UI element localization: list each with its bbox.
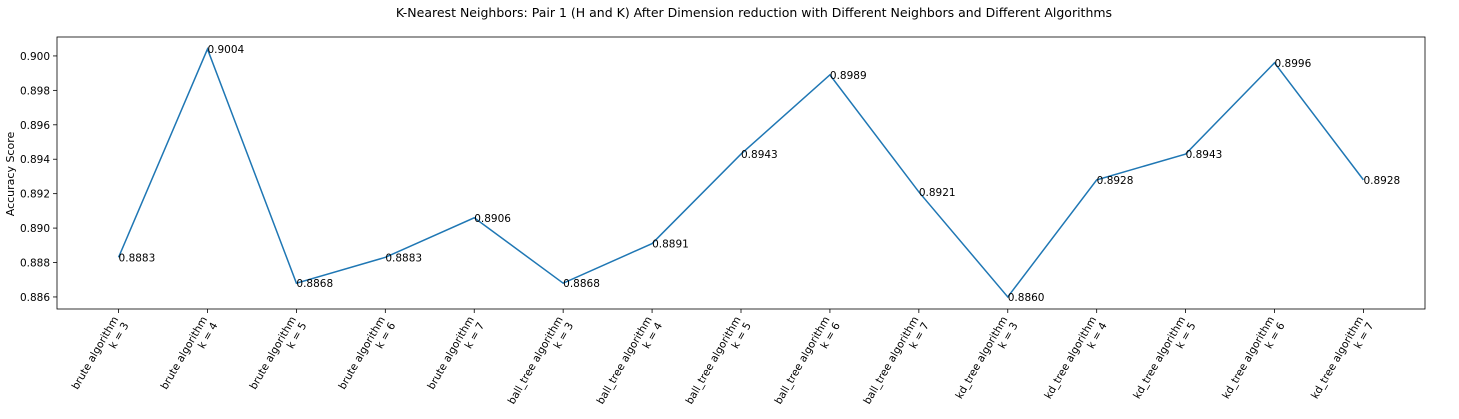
y-axis-label: Accuracy Score bbox=[4, 132, 17, 217]
data-label: 0.8943 bbox=[741, 149, 778, 161]
x-tick-label-algorithm: ball_tree algorithm bbox=[595, 315, 655, 407]
x-tick-label-algorithm: ball_tree algorithm bbox=[684, 315, 744, 407]
data-labels: 0.8883 0.9004 0.8868 0.8883 0.8906 0.8868 0.88… bbox=[119, 44, 1401, 304]
x-tick-label-algorithm: brute algorithm bbox=[159, 315, 211, 392]
data-label: 0.8883 bbox=[385, 252, 422, 264]
data-label: 0.8943 bbox=[1186, 149, 1223, 161]
y-axis-ticks: 0.886 0.888 0.890 0.892 0.894 0.896 0.898 0.900 bbox=[20, 51, 57, 304]
data-label: 0.8928 bbox=[1097, 175, 1134, 187]
data-label: 0.8906 bbox=[474, 213, 511, 225]
y-tick-label: 0.886 bbox=[20, 292, 50, 304]
y-tick-label: 0.896 bbox=[20, 120, 50, 132]
x-tick-label-algorithm: brute algorithm bbox=[70, 315, 122, 392]
data-label: 0.8921 bbox=[919, 187, 956, 199]
plot-area-frame bbox=[56, 36, 1426, 310]
data-label: 0.8860 bbox=[1008, 292, 1045, 304]
data-label: 0.8989 bbox=[830, 70, 867, 82]
x-tick-label-algorithm: kd_tree algorithm bbox=[953, 315, 1010, 402]
x-tick-label-algorithm: brute algorithm bbox=[336, 315, 388, 392]
data-label: 0.8928 bbox=[1363, 175, 1400, 187]
y-tick-label: 0.890 bbox=[20, 223, 50, 235]
x-tick-label-algorithm: brute algorithm bbox=[425, 315, 477, 392]
x-tick-label-algorithm: kd_tree algorithm bbox=[1042, 315, 1099, 402]
y-tick-label: 0.900 bbox=[20, 51, 50, 63]
x-tick-label-algorithm: ball_tree algorithm bbox=[506, 315, 566, 407]
y-tick-label: 0.898 bbox=[20, 85, 50, 97]
y-tick-label: 0.888 bbox=[20, 258, 50, 270]
data-label: 0.8883 bbox=[119, 252, 156, 264]
x-tick-label-algorithm: ball_tree algorithm bbox=[772, 315, 832, 407]
series-line bbox=[117, 47, 1365, 299]
series bbox=[117, 47, 1365, 299]
x-tick-label-algorithm: brute algorithm bbox=[247, 315, 299, 392]
x-tick-label-algorithm: kd_tree algorithm bbox=[1220, 315, 1277, 402]
data-label: 0.8868 bbox=[296, 278, 333, 290]
y-tick-label: 0.892 bbox=[20, 189, 50, 201]
data-label: 0.8996 bbox=[1275, 58, 1312, 70]
y-tick-label: 0.894 bbox=[20, 154, 50, 166]
data-label: 0.8868 bbox=[563, 278, 600, 290]
x-tick-label-algorithm: ball_tree algorithm bbox=[861, 315, 921, 407]
data-label: 0.9004 bbox=[207, 44, 244, 56]
x-tick-label-algorithm: kd_tree algorithm bbox=[1131, 315, 1188, 402]
x-tick-label-algorithm: kd_tree algorithm bbox=[1309, 315, 1366, 402]
data-label: 0.8891 bbox=[652, 239, 689, 251]
chart-title: K-Nearest Neighbors: Pair 1 (H and K) Af… bbox=[396, 5, 1112, 20]
